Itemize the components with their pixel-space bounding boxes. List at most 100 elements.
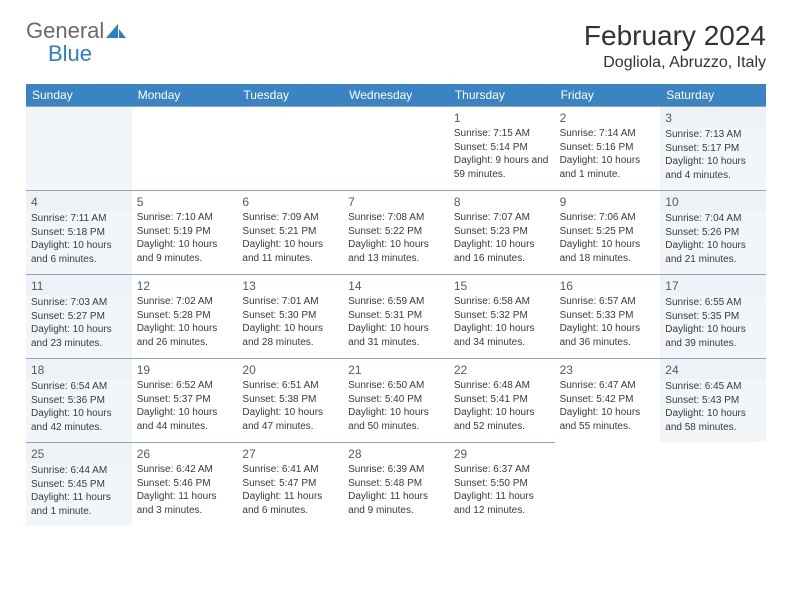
- day-daylight: Daylight: 11 hours and 12 minutes.: [454, 490, 550, 517]
- weekday-header: Sunday: [26, 84, 132, 106]
- day-sunrise: Sunrise: 7:14 AM: [560, 127, 656, 141]
- day-daylight: Daylight: 10 hours and 6 minutes.: [31, 239, 127, 266]
- day-sunset: Sunset: 5:32 PM: [454, 309, 550, 323]
- day-number: 11: [26, 275, 132, 295]
- weekday-header: Wednesday: [343, 84, 449, 106]
- day-sunrise: Sunrise: 7:13 AM: [665, 128, 761, 142]
- calendar-cell-empty: [132, 106, 238, 190]
- day-number: 8: [454, 194, 550, 210]
- day-daylight: Daylight: 10 hours and 31 minutes.: [348, 322, 444, 349]
- calendar-header-row: SundayMondayTuesdayWednesdayThursdayFrid…: [26, 84, 766, 106]
- day-sunrise: Sunrise: 6:50 AM: [348, 379, 444, 393]
- page-title: February 2024: [584, 20, 766, 52]
- day-sunrise: Sunrise: 6:39 AM: [348, 463, 444, 477]
- day-number: 15: [454, 278, 550, 294]
- day-sunset: Sunset: 5:28 PM: [137, 309, 233, 323]
- weekday-header: Saturday: [660, 84, 766, 106]
- calendar-cell: 27Sunrise: 6:41 AMSunset: 5:47 PMDayligh…: [237, 442, 343, 526]
- day-daylight: Daylight: 10 hours and 13 minutes.: [348, 238, 444, 265]
- calendar-cell: 11Sunrise: 7:03 AMSunset: 5:27 PMDayligh…: [26, 274, 132, 358]
- calendar-cell: 6Sunrise: 7:09 AMSunset: 5:21 PMDaylight…: [237, 190, 343, 274]
- day-number: 29: [454, 446, 550, 462]
- calendar-cell: 12Sunrise: 7:02 AMSunset: 5:28 PMDayligh…: [132, 274, 238, 358]
- weekday-header: Thursday: [449, 84, 555, 106]
- calendar-cell: 9Sunrise: 7:06 AMSunset: 5:25 PMDaylight…: [555, 190, 661, 274]
- logo: General Blue: [26, 20, 126, 66]
- day-sunset: Sunset: 5:46 PM: [137, 477, 233, 491]
- day-sunrise: Sunrise: 6:54 AM: [31, 380, 127, 394]
- day-number: 2: [560, 110, 656, 126]
- day-sunset: Sunset: 5:33 PM: [560, 309, 656, 323]
- calendar-cell: 15Sunrise: 6:58 AMSunset: 5:32 PMDayligh…: [449, 274, 555, 358]
- calendar-cell: 23Sunrise: 6:47 AMSunset: 5:42 PMDayligh…: [555, 358, 661, 442]
- calendar-cell-empty: [343, 106, 449, 190]
- day-number: 23: [560, 362, 656, 378]
- day-sunrise: Sunrise: 6:48 AM: [454, 379, 550, 393]
- day-sunrise: Sunrise: 7:02 AM: [137, 295, 233, 309]
- day-sunrise: Sunrise: 6:57 AM: [560, 295, 656, 309]
- day-sunrise: Sunrise: 7:08 AM: [348, 211, 444, 225]
- day-daylight: Daylight: 10 hours and 55 minutes.: [560, 406, 656, 433]
- calendar-cell: 20Sunrise: 6:51 AMSunset: 5:38 PMDayligh…: [237, 358, 343, 442]
- day-number: 3: [660, 107, 766, 127]
- day-sunset: Sunset: 5:17 PM: [665, 142, 761, 156]
- day-number: 12: [137, 278, 233, 294]
- header: General Blue February 2024 Dogliola, Abr…: [0, 0, 792, 78]
- day-number: 16: [560, 278, 656, 294]
- calendar-cell: 14Sunrise: 6:59 AMSunset: 5:31 PMDayligh…: [343, 274, 449, 358]
- calendar-cell: 1Sunrise: 7:15 AMSunset: 5:14 PMDaylight…: [449, 106, 555, 190]
- weekday-header: Friday: [555, 84, 661, 106]
- calendar-cell: 13Sunrise: 7:01 AMSunset: 5:30 PMDayligh…: [237, 274, 343, 358]
- day-sunrise: Sunrise: 7:09 AM: [242, 211, 338, 225]
- day-daylight: Daylight: 10 hours and 39 minutes.: [665, 323, 761, 350]
- day-sunrise: Sunrise: 6:52 AM: [137, 379, 233, 393]
- day-number: 19: [137, 362, 233, 378]
- calendar-cell: 5Sunrise: 7:10 AMSunset: 5:19 PMDaylight…: [132, 190, 238, 274]
- calendar-cell-empty: [26, 106, 132, 190]
- day-daylight: Daylight: 10 hours and 18 minutes.: [560, 238, 656, 265]
- calendar-cell: 16Sunrise: 6:57 AMSunset: 5:33 PMDayligh…: [555, 274, 661, 358]
- logo-text-general: General: [26, 18, 104, 43]
- day-sunrise: Sunrise: 6:59 AM: [348, 295, 444, 309]
- calendar-body: 1Sunrise: 7:15 AMSunset: 5:14 PMDaylight…: [26, 106, 766, 526]
- calendar-cell: 4Sunrise: 7:11 AMSunset: 5:18 PMDaylight…: [26, 190, 132, 274]
- day-sunrise: Sunrise: 6:42 AM: [137, 463, 233, 477]
- day-daylight: Daylight: 10 hours and 52 minutes.: [454, 406, 550, 433]
- day-sunset: Sunset: 5:47 PM: [242, 477, 338, 491]
- day-sunset: Sunset: 5:43 PM: [665, 394, 761, 408]
- day-number: 21: [348, 362, 444, 378]
- day-daylight: Daylight: 10 hours and 36 minutes.: [560, 322, 656, 349]
- day-sunset: Sunset: 5:40 PM: [348, 393, 444, 407]
- day-sunrise: Sunrise: 6:45 AM: [665, 380, 761, 394]
- day-number: 13: [242, 278, 338, 294]
- calendar-cell: 10Sunrise: 7:04 AMSunset: 5:26 PMDayligh…: [660, 190, 766, 274]
- day-sunrise: Sunrise: 6:44 AM: [31, 464, 127, 478]
- day-number: 5: [137, 194, 233, 210]
- day-daylight: Daylight: 10 hours and 9 minutes.: [137, 238, 233, 265]
- day-sunset: Sunset: 5:21 PM: [242, 225, 338, 239]
- day-sunrise: Sunrise: 6:58 AM: [454, 295, 550, 309]
- day-number: 27: [242, 446, 338, 462]
- day-sunrise: Sunrise: 6:51 AM: [242, 379, 338, 393]
- title-block: February 2024 Dogliola, Abruzzo, Italy: [584, 20, 766, 72]
- day-number: 4: [26, 191, 132, 211]
- day-daylight: Daylight: 11 hours and 3 minutes.: [137, 490, 233, 517]
- day-number: 6: [242, 194, 338, 210]
- day-number: 17: [660, 275, 766, 295]
- day-number: 7: [348, 194, 444, 210]
- day-daylight: Daylight: 11 hours and 6 minutes.: [242, 490, 338, 517]
- day-sunrise: Sunrise: 7:01 AM: [242, 295, 338, 309]
- logo-sail-icon: [106, 22, 126, 43]
- day-sunset: Sunset: 5:19 PM: [137, 225, 233, 239]
- day-sunrise: Sunrise: 6:41 AM: [242, 463, 338, 477]
- day-number: 24: [660, 359, 766, 379]
- day-sunset: Sunset: 5:36 PM: [31, 394, 127, 408]
- day-daylight: Daylight: 10 hours and 4 minutes.: [665, 155, 761, 182]
- day-daylight: Daylight: 10 hours and 11 minutes.: [242, 238, 338, 265]
- day-sunset: Sunset: 5:31 PM: [348, 309, 444, 323]
- day-sunset: Sunset: 5:45 PM: [31, 478, 127, 492]
- day-sunset: Sunset: 5:30 PM: [242, 309, 338, 323]
- day-daylight: Daylight: 11 hours and 9 minutes.: [348, 490, 444, 517]
- day-sunrise: Sunrise: 7:07 AM: [454, 211, 550, 225]
- day-number: 18: [26, 359, 132, 379]
